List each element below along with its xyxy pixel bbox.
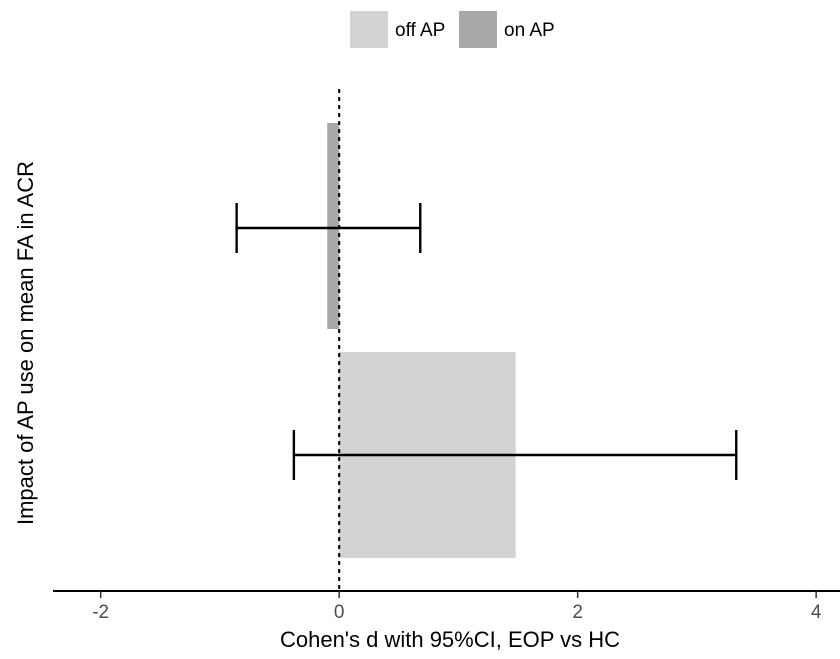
legend-key-on-ap — [459, 11, 497, 48]
legend: off AP on AP — [350, 11, 555, 48]
x-axis-title: Cohen's d with 95%CI, EOP vs HC — [280, 627, 620, 652]
bar-on-ap — [327, 123, 340, 329]
error-bar-off-ap — [292, 430, 738, 480]
x-tick-label: 0 — [334, 602, 345, 623]
error-bar-on-ap — [235, 203, 422, 253]
x-tick-label: 2 — [572, 602, 583, 623]
x-tick-label: -2 — [92, 602, 109, 623]
x-tick-label: 4 — [811, 602, 822, 623]
bars — [327, 123, 516, 558]
x-axis-ticks: -2 0 2 4 — [92, 591, 822, 623]
legend-label-off-ap: off AP — [395, 20, 445, 41]
legend-key-off-ap — [350, 11, 388, 48]
legend-label-on-ap: on AP — [504, 20, 555, 41]
error-bars — [235, 203, 738, 480]
y-axis-title: Impact of AP use on mean FA in ACR — [13, 161, 38, 525]
